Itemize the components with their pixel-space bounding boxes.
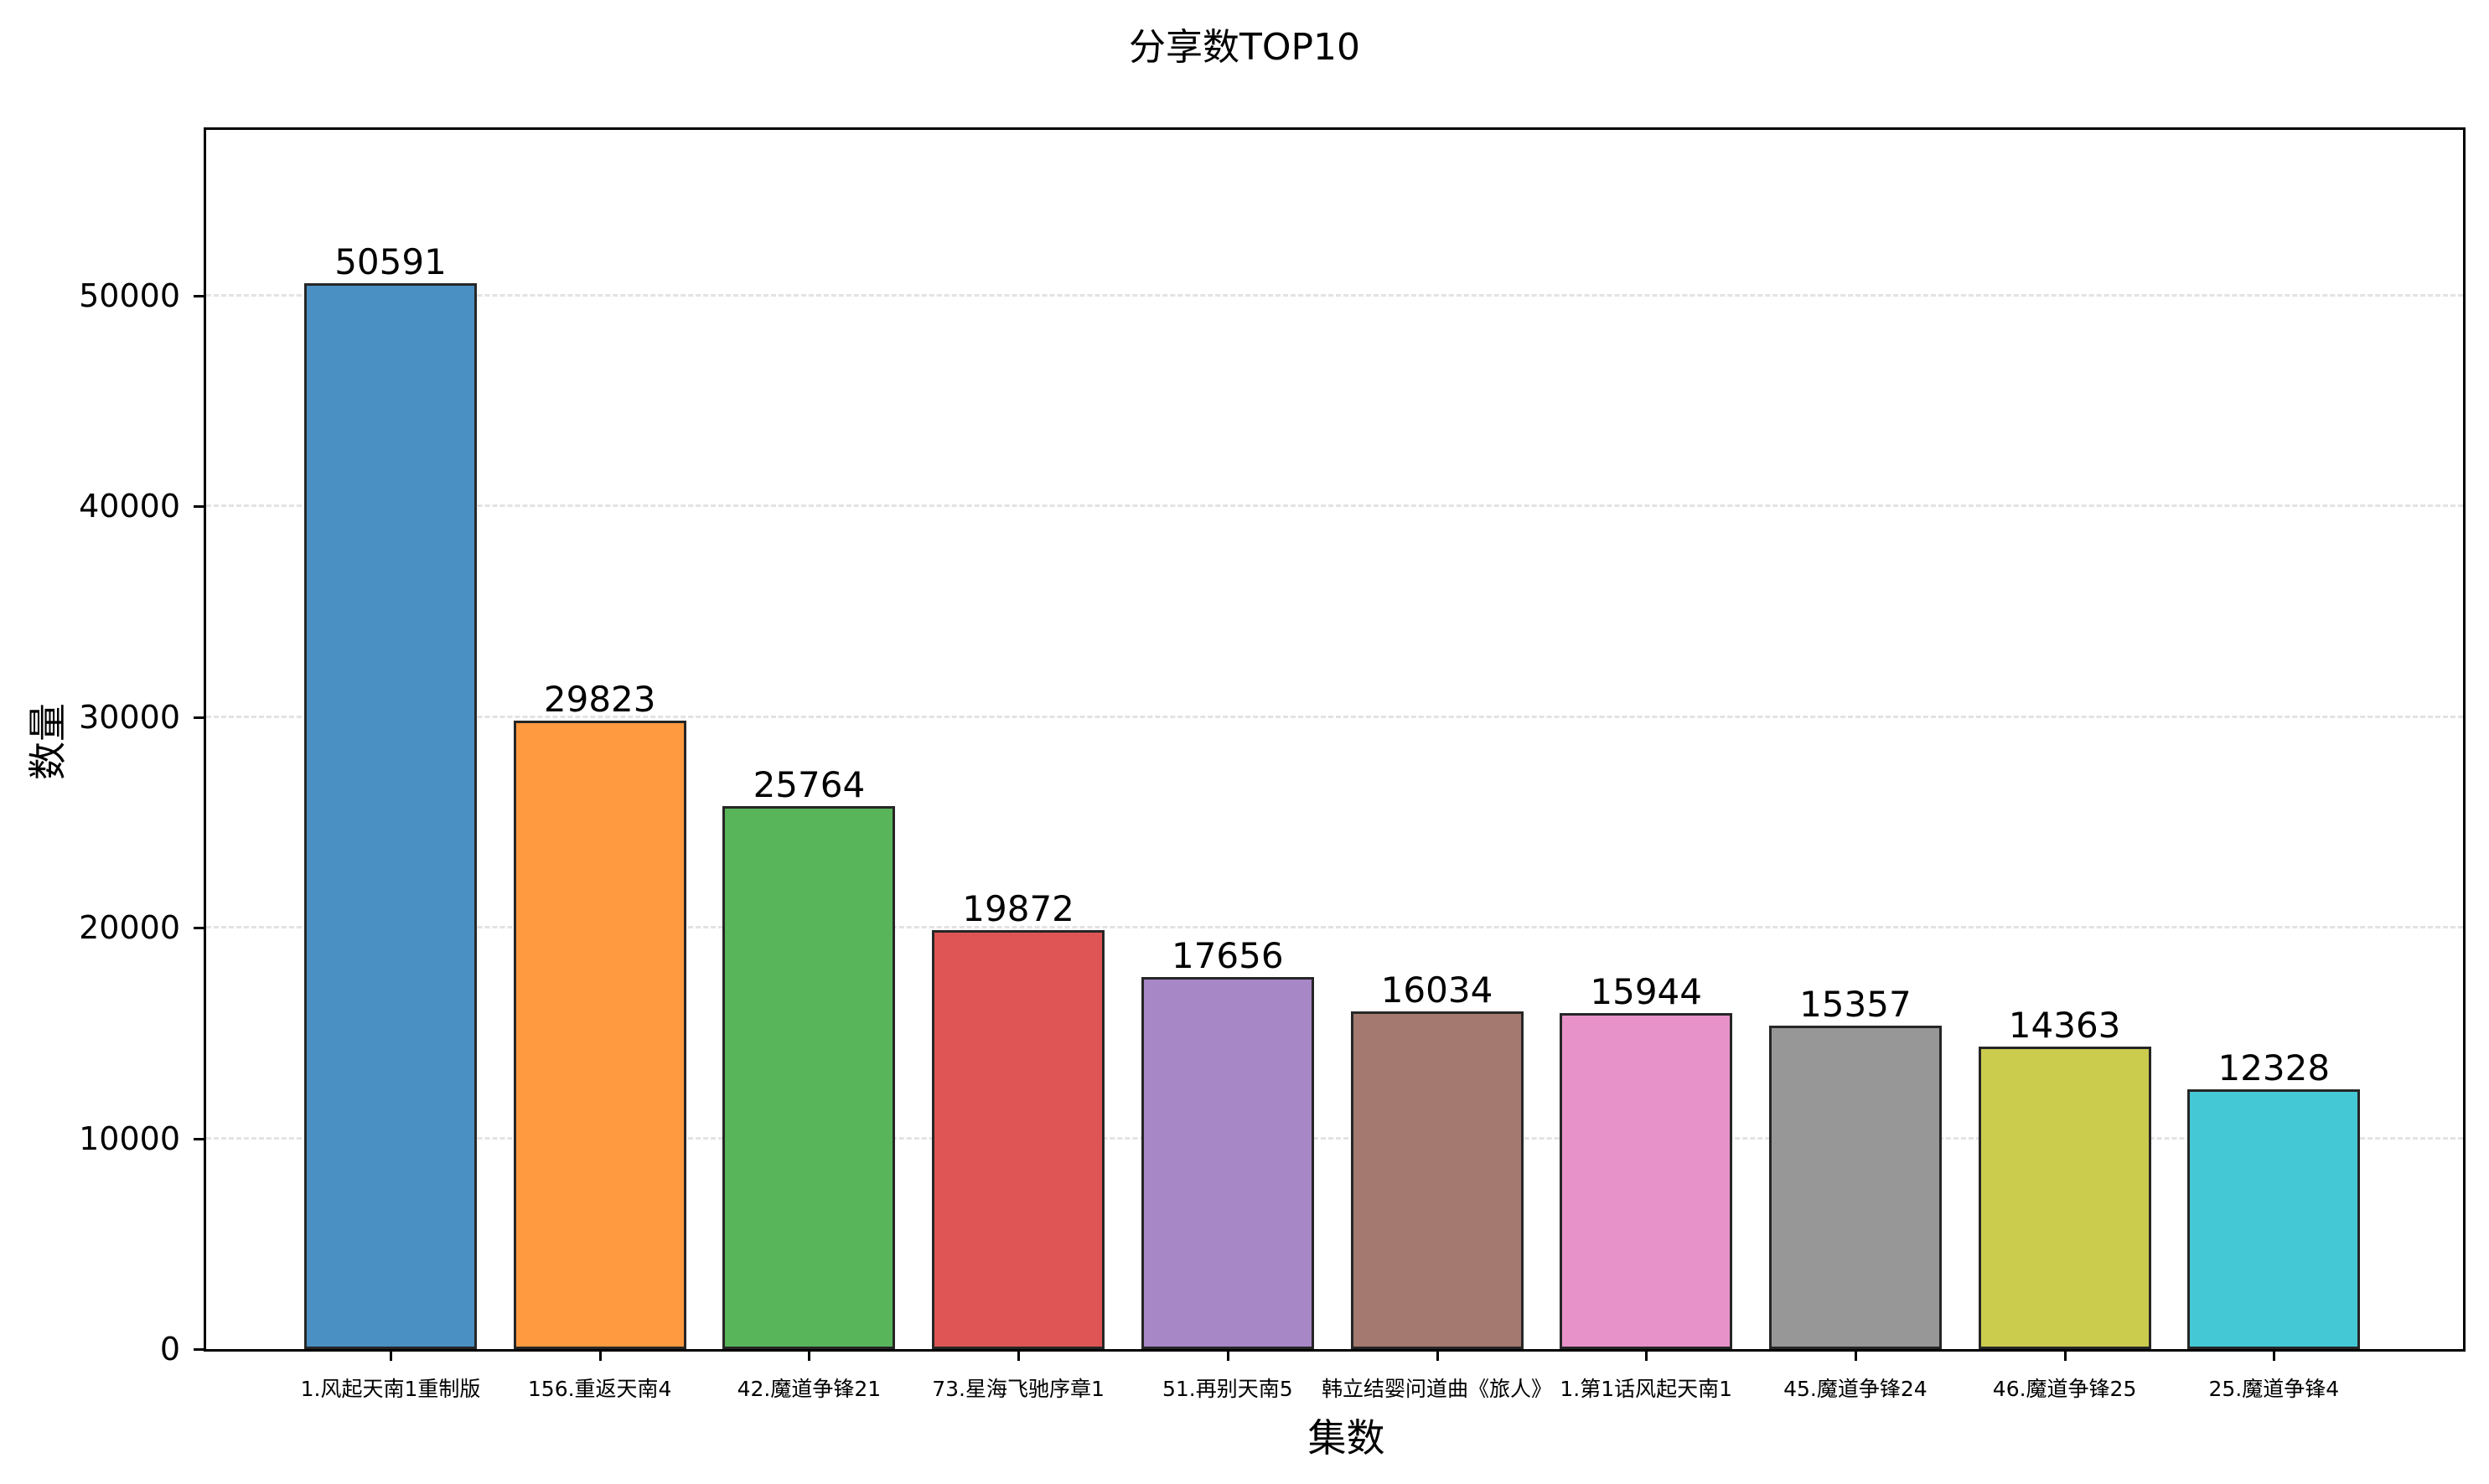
bar[interactable] (1141, 977, 1314, 1349)
x-tick-label: 42.魔道争锋21 (737, 1377, 882, 1401)
x-tick-label: 73.星海飞驰序章1 (932, 1377, 1105, 1401)
y-tick-mark (194, 1348, 204, 1351)
y-tick-label: 20000 (79, 909, 180, 947)
bar[interactable] (304, 283, 477, 1349)
y-tick-mark (194, 1137, 204, 1140)
chart-title: 分享数TOP10 (1128, 26, 1361, 69)
bar[interactable] (1768, 1025, 1942, 1349)
x-tick-label: 韩立结婴问道曲《旅人》 (1321, 1377, 1552, 1401)
y-axis-title: 数量 (25, 703, 70, 780)
y-tick-mark (194, 505, 204, 509)
x-tick-label: 51.再别天南5 (1162, 1377, 1293, 1401)
bar[interactable] (2187, 1089, 2361, 1349)
bar-value-label: 50591 (334, 241, 447, 283)
x-tick-mark (808, 1350, 811, 1361)
x-tick-label: 25.魔道争锋4 (2208, 1377, 2340, 1401)
bar-value-label: 15944 (1590, 971, 1702, 1013)
x-tick-mark (1645, 1350, 1648, 1361)
gridline (206, 715, 2463, 718)
y-tick-mark (194, 295, 204, 298)
bar-value-label: 17656 (1171, 935, 1284, 977)
y-tick-mark (194, 716, 204, 719)
bar-value-label: 29823 (543, 679, 656, 721)
x-tick-mark (598, 1350, 602, 1361)
gridline (206, 926, 2463, 929)
bar[interactable] (932, 930, 1105, 1349)
y-tick-mark (194, 927, 204, 930)
bar-value-label: 12328 (2217, 1047, 2331, 1089)
bar[interactable] (1978, 1046, 2151, 1349)
bar-value-label: 16034 (1380, 969, 1493, 1011)
x-tick-label: 45.魔道争锋24 (1783, 1377, 1928, 1401)
x-tick-label: 1.第1话风起天南1 (1560, 1377, 1733, 1401)
gridline (206, 1136, 2463, 1140)
x-tick-mark (1436, 1350, 1439, 1361)
gridline (206, 504, 2463, 508)
x-tick-label: 1.风起天南1重制版 (300, 1377, 481, 1401)
x-tick-mark (390, 1350, 392, 1361)
x-axis-title-text: 集数 (1307, 1415, 1385, 1461)
bar-value-label: 19872 (962, 888, 1074, 930)
bar[interactable] (1560, 1013, 1733, 1349)
x-tick-mark (2063, 1350, 2067, 1361)
x-tick-mark (1017, 1350, 1021, 1361)
x-tick-label: 46.魔道争锋25 (1992, 1377, 2137, 1401)
bar[interactable] (1350, 1011, 1524, 1349)
x-axis-title: 集数 (0, 1408, 2489, 1463)
x-tick-mark (2273, 1350, 2276, 1361)
y-tick-label: 0 (159, 1331, 180, 1368)
x-tick-mark (1854, 1350, 1857, 1361)
plot-area: 50591 29823 25764 19872 17656 16034 15944 15357… (204, 127, 2466, 1352)
y-tick-label: 50000 (79, 277, 180, 315)
bar-value-label: 14363 (2008, 1004, 2121, 1046)
bar-value-label: 25764 (753, 764, 866, 806)
x-tick-label: 156.重返天南4 (527, 1377, 672, 1401)
y-tick-label: 10000 (79, 1119, 180, 1157)
gridline (206, 294, 2463, 297)
bar-value-label: 15357 (1799, 983, 1912, 1025)
bar[interactable] (513, 721, 686, 1349)
y-tick-label: 30000 (79, 698, 180, 736)
y-tick-label: 40000 (79, 488, 180, 525)
x-tick-mark (1226, 1350, 1229, 1361)
bar[interactable] (722, 806, 896, 1349)
